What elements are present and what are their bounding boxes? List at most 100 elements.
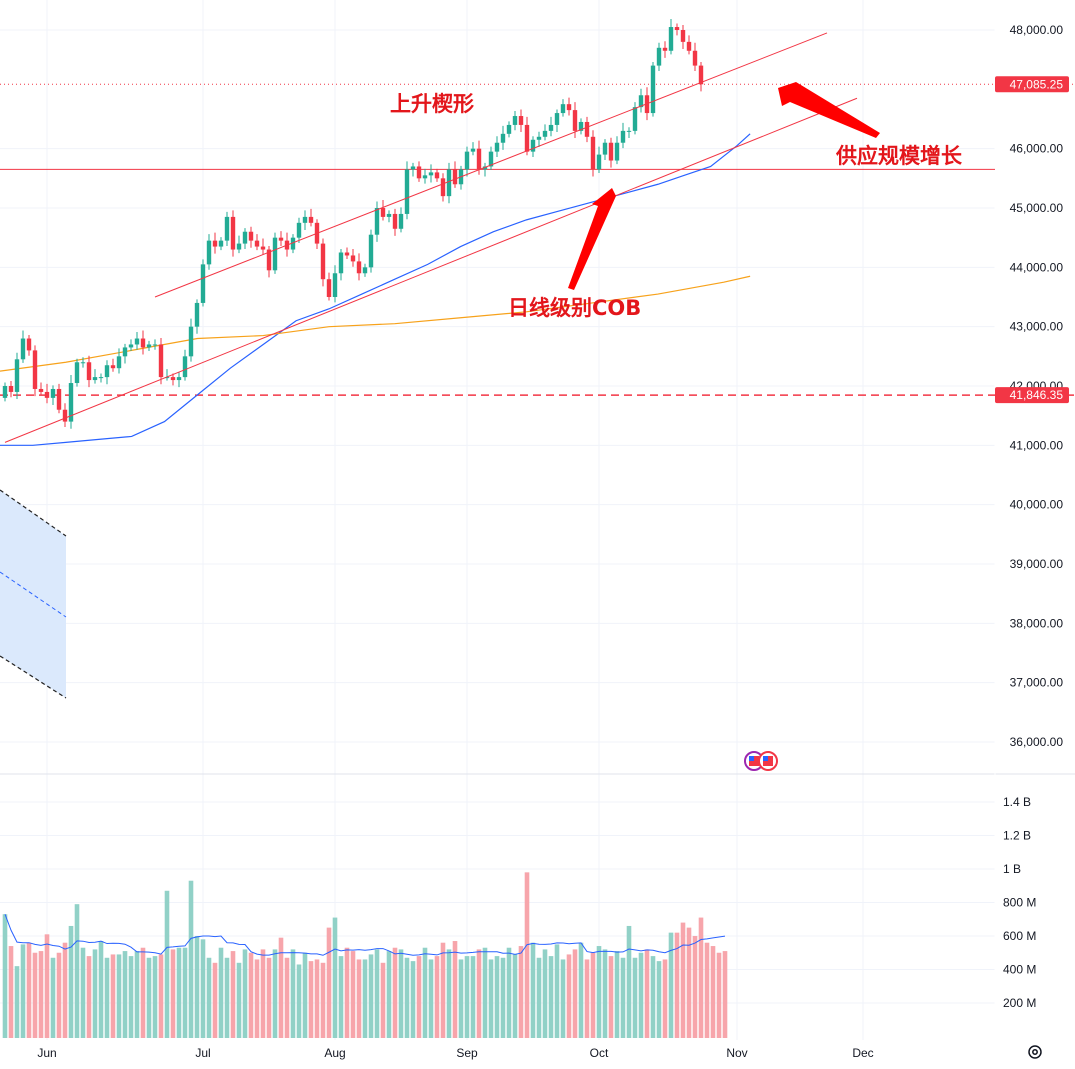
volume-bar-6 — [38, 951, 44, 1038]
candle-body-109 — [656, 47, 662, 66]
candle-body-60 — [362, 267, 368, 274]
volume-bar-29 — [176, 947, 182, 1038]
candle-body-35 — [212, 240, 218, 247]
candle-body-41 — [248, 231, 254, 241]
candle-body-91 — [548, 124, 554, 131]
volume-bar-3 — [20, 944, 26, 1038]
volume-bar-35 — [212, 962, 218, 1038]
volume-tick-0: 1.4 B — [1003, 795, 1031, 809]
trendlines — [4, 32, 858, 443]
volume-bar-100 — [602, 949, 608, 1038]
wedge-lower — [4, 97, 858, 443]
volume-tick-1: 1.2 B — [1003, 829, 1031, 843]
ma-blue-line — [0, 133, 751, 446]
candle-body-64 — [386, 213, 392, 217]
volume-bar-12 — [74, 904, 80, 1038]
volume-bar-36 — [218, 947, 224, 1038]
candle-body-33 — [200, 264, 206, 303]
volume-bar-44 — [266, 957, 272, 1038]
volume-bar-17 — [104, 957, 110, 1038]
candle-body-29 — [176, 377, 182, 381]
candle-body-32 — [194, 302, 200, 327]
label-daily-cob: 日线级别COB — [508, 296, 641, 320]
volume-bar-120 — [722, 951, 728, 1038]
candle-body-23 — [140, 338, 146, 348]
volume-bar-102 — [614, 951, 620, 1038]
candle-body-92 — [554, 113, 560, 125]
volume-bar-105 — [632, 957, 638, 1038]
price-tags: 47,085.25 41,846.35 — [995, 76, 1069, 404]
candle-body-83 — [500, 133, 506, 143]
volume-bar-45 — [272, 949, 278, 1038]
volume-bar-47 — [284, 957, 290, 1038]
candle-body-34 — [206, 240, 212, 265]
candle-body-26 — [158, 344, 164, 378]
volume-bar-94 — [566, 954, 572, 1038]
gear-icon[interactable] — [1028, 1045, 1042, 1059]
volume-tick-4: 600 M — [1003, 929, 1036, 943]
candle-body-112 — [674, 27, 680, 30]
volume-bar-83 — [500, 957, 506, 1038]
candle-body-51 — [308, 216, 314, 223]
candle-body-94 — [566, 104, 572, 111]
volume-bar-89 — [536, 957, 542, 1038]
us-flag-icon[interactable] — [744, 751, 778, 771]
volume-bar-62 — [374, 949, 380, 1038]
time-tick-2: Aug — [324, 1046, 345, 1060]
volume-bar-21 — [128, 956, 134, 1038]
candle-body-31 — [188, 326, 194, 357]
volume-bar-32 — [194, 936, 200, 1038]
volume-bar-43 — [260, 949, 266, 1038]
volume-bar-111 — [668, 932, 674, 1038]
candle-body-39 — [236, 243, 242, 250]
candle-body-28 — [170, 377, 176, 381]
candle-body-7 — [44, 391, 50, 398]
candle-body-85 — [512, 116, 518, 125]
candle-body-78 — [470, 148, 476, 152]
candle-body-24 — [146, 344, 152, 348]
candle-body-53 — [320, 243, 326, 280]
candle-body-58 — [350, 255, 356, 262]
volume-bar-27 — [164, 890, 170, 1038]
time-tick-0: Jun — [37, 1046, 56, 1060]
volume-bar-23 — [140, 947, 146, 1038]
candle-body-55 — [332, 273, 338, 297]
candle-body-10 — [62, 409, 68, 422]
volume-bar-4 — [26, 942, 32, 1038]
candle-body-22 — [134, 338, 140, 345]
volume-bar-107 — [644, 949, 650, 1038]
volume-tick-5: 400 M — [1003, 963, 1036, 977]
candle-body-110 — [662, 47, 668, 51]
channel-fill — [0, 490, 66, 698]
volume-bar-5 — [32, 952, 38, 1038]
candle-body-86 — [518, 116, 524, 125]
volume-bar-80 — [482, 947, 488, 1038]
candle-body-73 — [440, 178, 446, 197]
candle-body-40 — [242, 231, 248, 244]
volume-bar-57 — [344, 947, 350, 1038]
volume-bar-71 — [428, 959, 434, 1038]
candle-body-27 — [164, 377, 170, 379]
volume-bar-0 — [2, 914, 8, 1038]
candle-body-87 — [524, 124, 530, 152]
candle-body-25 — [152, 344, 158, 346]
price-tick-0: 48,000.00 — [1010, 23, 1064, 37]
candle-body-4 — [26, 338, 32, 351]
volume-bar-68 — [410, 961, 416, 1038]
price-tag-1: 41,846.35 — [1010, 388, 1064, 402]
candle-body-96 — [578, 121, 584, 131]
time-tick-6: Dec — [852, 1046, 873, 1060]
label-rising-wedge: 上升楔形 — [390, 92, 474, 116]
candle-body-68 — [410, 166, 416, 170]
volume-bar-109 — [656, 961, 662, 1038]
volume-bar-117 — [704, 942, 710, 1038]
volume-bar-58 — [350, 951, 356, 1038]
volume-bar-88 — [530, 942, 536, 1038]
volume-tick-6: 200 M — [1003, 996, 1036, 1010]
volume-bar-46 — [278, 937, 284, 1038]
volume-bar-114 — [686, 927, 692, 1038]
volume-bar-74 — [446, 949, 452, 1038]
volume-bar-104 — [626, 925, 632, 1038]
candle-body-66 — [398, 213, 404, 229]
